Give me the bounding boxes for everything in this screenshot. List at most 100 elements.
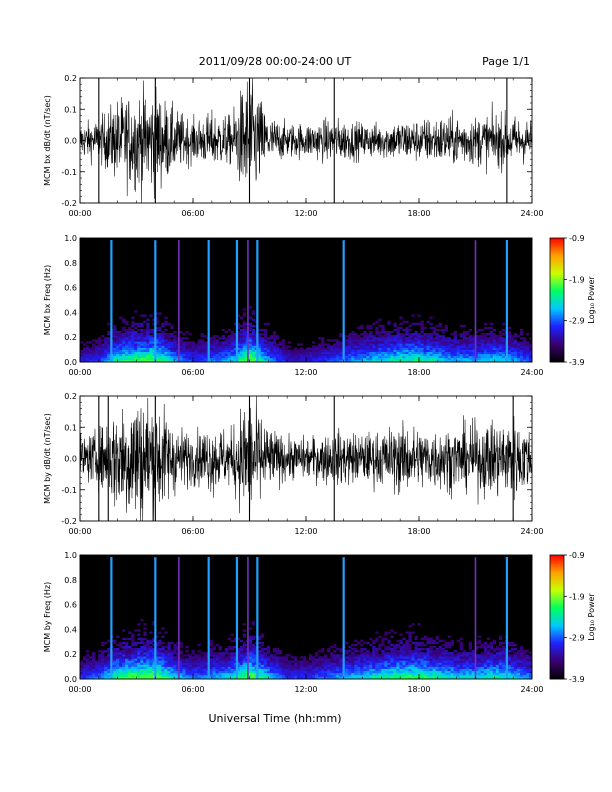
- spectrogram-cell: [429, 639, 433, 643]
- spectrogram-cell: [312, 662, 316, 665]
- spectrogram-cell: [131, 643, 135, 647]
- spectrogram-cell: [336, 341, 340, 344]
- spectrogram-cell: [336, 351, 340, 355]
- colorbar-segment: [550, 674, 564, 678]
- spectrogram-cell: [423, 670, 427, 674]
- spectrogram-cell: [513, 666, 518, 669]
- spectrogram-cell: [134, 341, 138, 344]
- spectrogram-cell: [525, 343, 530, 346]
- spectrogram-cell: [516, 676, 521, 680]
- spectrogram-cell: [498, 676, 503, 680]
- spectrogram-cell: [269, 353, 274, 357]
- spectrogram-cell: [197, 343, 201, 346]
- spectrogram-cell: [420, 353, 424, 357]
- spectrogram-cell: [149, 645, 153, 649]
- spectrogram-cell: [462, 339, 466, 342]
- spectrogram-cell: [333, 357, 337, 361]
- spectrogram-cell: [483, 645, 488, 649]
- colorbar: [550, 555, 564, 680]
- spectrogram-cell: [441, 648, 445, 651]
- colorbar-segment: [550, 326, 564, 330]
- spectrogram-cell: [399, 668, 403, 672]
- spectrogram-cell: [396, 328, 400, 332]
- spectrogram-cell: [483, 672, 488, 676]
- spectrogram-cell: [95, 355, 99, 359]
- spectrogram-cell: [227, 337, 231, 340]
- spectrogram-cell: [432, 328, 436, 332]
- spectrogram-cell: [381, 662, 385, 665]
- spectrogram-cell: [477, 668, 482, 672]
- spectrogram-cell: [372, 672, 376, 676]
- colorbar-segment: [550, 266, 564, 270]
- spectrogram-cell: [284, 347, 289, 350]
- spectrogram-cell: [474, 654, 479, 657]
- spectrogram-cell: [330, 349, 334, 352]
- spectrogram-cell: [122, 637, 126, 641]
- spectrogram-cell: [432, 654, 436, 657]
- spectrogram-cell: [333, 353, 337, 357]
- spectrogram-cell: [263, 652, 268, 655]
- spectrogram-cell: [260, 662, 265, 665]
- spectrogram-cell: [501, 674, 506, 678]
- spectrogram-cell: [414, 668, 418, 672]
- spectrogram-cell: [203, 359, 207, 363]
- spectrogram-cell: [444, 337, 448, 340]
- spectrogram-cell: [489, 652, 494, 655]
- spectrogram-cell: [387, 660, 391, 663]
- spectrogram-cell: [149, 650, 153, 653]
- spectrogram-cell: [296, 351, 301, 355]
- spectrogram-cell: [188, 351, 192, 355]
- spectrogram-cell: [101, 676, 105, 680]
- spectrogram-cell: [149, 351, 153, 355]
- spectrogram-cell: [152, 668, 156, 672]
- spectrogram-cell: [104, 349, 108, 352]
- spectrogram-cell: [302, 676, 307, 680]
- spectrogram-cell: [465, 347, 470, 350]
- spectrogram-cell: [230, 660, 234, 663]
- spectrogram-cell: [278, 658, 283, 661]
- spectrogram-cell: [227, 654, 231, 657]
- spectrogram-cell: [405, 676, 409, 680]
- spectrogram-cell: [420, 676, 424, 680]
- spectrogram-cell: [137, 674, 141, 678]
- y-tick-label: 0.8: [64, 259, 77, 268]
- spectrogram-cell: [272, 333, 277, 336]
- spectrogram-cell: [260, 641, 265, 645]
- spectrogram-cell: [236, 676, 240, 680]
- spectrogram-cell: [287, 666, 292, 669]
- spectrogram-cell: [327, 658, 331, 661]
- spectrogram-cell: [275, 349, 280, 352]
- spectrogram-cell: [495, 335, 500, 338]
- spectrogram-cell: [519, 658, 524, 661]
- spectrogram-cell: [173, 331, 177, 334]
- spectrogram-cell: [230, 674, 234, 678]
- spectrogram-cell: [351, 676, 355, 680]
- spectrogram-cell: [441, 670, 445, 674]
- spectrogram-cell: [242, 656, 247, 659]
- spectrogram-cell: [411, 641, 415, 645]
- spectrogram-cell: [396, 345, 400, 348]
- spectrogram-cell: [146, 660, 150, 663]
- spectrogram-cell: [339, 656, 343, 659]
- spectrogram-cell: [236, 674, 240, 678]
- spectrogram-cell: [173, 652, 177, 655]
- spectrogram-cell: [447, 670, 451, 674]
- spectrogram-cell: [522, 355, 527, 359]
- spectrogram-cell: [89, 672, 93, 676]
- spectrogram-cell: [348, 658, 352, 661]
- spectrogram-cell: [107, 660, 111, 663]
- spectrogram-cell: [242, 333, 247, 336]
- spectrogram-cell: [188, 664, 192, 667]
- spectrogram-cell: [296, 664, 301, 667]
- spectrogram-cell: [260, 349, 265, 352]
- spectrogram-cell: [161, 324, 165, 328]
- spectrogram-cell: [212, 339, 216, 342]
- spectrogram-cell: [396, 660, 400, 663]
- spectrogram-cell: [158, 359, 162, 363]
- spectrogram-cell: [396, 357, 400, 361]
- spectrogram-cell: [456, 656, 460, 659]
- spectrogram-cell: [236, 349, 240, 352]
- spectrogram-cell: [507, 357, 512, 361]
- spectrogram-cell: [429, 339, 433, 342]
- spectrogram-cell: [143, 337, 147, 340]
